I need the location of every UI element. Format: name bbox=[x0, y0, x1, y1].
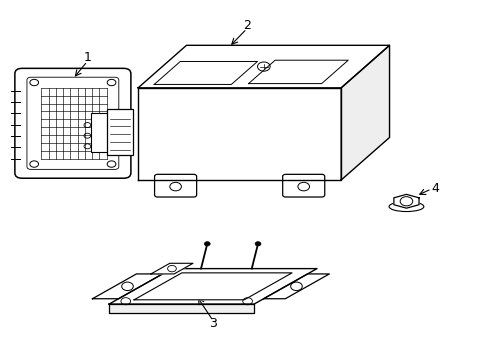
Circle shape bbox=[255, 242, 261, 246]
Bar bbox=[106, 109, 133, 155]
Polygon shape bbox=[263, 274, 329, 299]
FancyBboxPatch shape bbox=[154, 174, 196, 197]
FancyBboxPatch shape bbox=[15, 68, 131, 178]
Polygon shape bbox=[134, 273, 291, 300]
Polygon shape bbox=[109, 269, 316, 304]
Polygon shape bbox=[138, 45, 389, 88]
Polygon shape bbox=[341, 45, 389, 180]
Text: 3: 3 bbox=[209, 317, 217, 330]
FancyBboxPatch shape bbox=[282, 174, 324, 197]
Polygon shape bbox=[248, 60, 347, 84]
Ellipse shape bbox=[388, 202, 423, 212]
Bar bbox=[91, 113, 108, 152]
FancyBboxPatch shape bbox=[27, 77, 119, 169]
Polygon shape bbox=[109, 304, 254, 313]
Circle shape bbox=[204, 242, 210, 246]
Polygon shape bbox=[154, 62, 257, 85]
Polygon shape bbox=[92, 274, 162, 299]
Text: 4: 4 bbox=[430, 183, 439, 195]
Text: 1: 1 bbox=[83, 51, 91, 64]
Text: 2: 2 bbox=[243, 19, 250, 32]
Polygon shape bbox=[151, 263, 193, 274]
Polygon shape bbox=[138, 88, 341, 180]
Polygon shape bbox=[393, 194, 418, 208]
